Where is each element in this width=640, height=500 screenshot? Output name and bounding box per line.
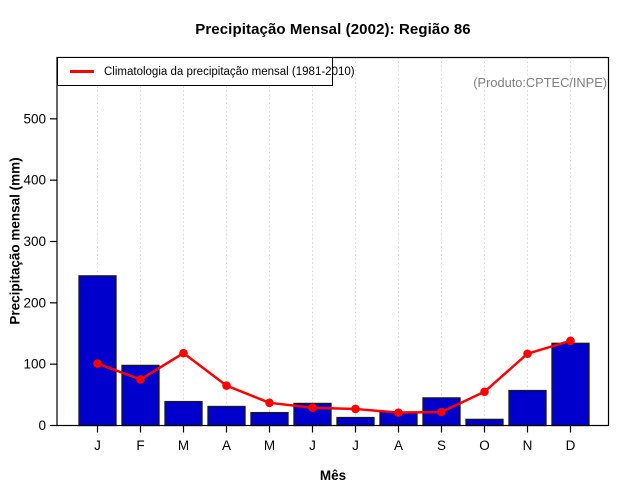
bar-5 [250, 411, 289, 427]
y-tick-label: 400 [23, 173, 46, 188]
legend-line-swatch-icon [70, 70, 94, 73]
bar-11 [508, 389, 547, 427]
climatology-point [265, 398, 274, 408]
x-tick-label: A [394, 438, 403, 453]
x-tick-label: J [352, 438, 359, 453]
y-tick-label: 200 [23, 295, 46, 310]
bar-7 [336, 416, 375, 427]
bar-4 [207, 405, 246, 427]
x-tick-label: N [523, 438, 533, 453]
climatology-point [93, 359, 102, 368]
x-tick-label: J [94, 438, 101, 453]
x-tick-label: M [264, 438, 275, 453]
y-tick-label: 0 [38, 418, 46, 433]
climatology-point [394, 408, 403, 417]
bar-10 [465, 418, 504, 427]
legend-box: Climatologia da precipitação mensal (198… [57, 57, 355, 86]
bar-1 [78, 275, 117, 427]
x-tick-label: A [222, 438, 231, 453]
climatology-point [179, 348, 188, 358]
climatology-point [351, 404, 360, 414]
source-note: (Produto:CPTEC/INPE) [473, 75, 607, 90]
climatology-point [566, 336, 575, 346]
chart-title: Precipitação Mensal (2002): Região 86 [195, 21, 471, 38]
y-tick-label: 300 [23, 234, 46, 249]
climatology-point [136, 375, 145, 384]
climatology-point [222, 381, 231, 390]
climatology-point [523, 349, 532, 359]
x-tick-label: O [479, 438, 490, 453]
bar-12 [551, 342, 590, 427]
x-tick-label: J [309, 438, 316, 453]
x-tick-label: D [566, 438, 576, 453]
x-tick-label: M [178, 438, 189, 453]
x-tick-label: S [437, 438, 446, 453]
climatology-point [480, 387, 489, 397]
bar-3 [164, 400, 203, 427]
climatology-point [437, 407, 446, 417]
y-tick-label: 500 [23, 111, 46, 126]
x-tick-label: F [136, 438, 144, 453]
climatology-line [96, 339, 572, 414]
y-tick-label: 100 [23, 357, 46, 372]
climatology-point [308, 403, 317, 413]
legend-label: Climatologia da precipitação mensal (198… [104, 65, 355, 78]
x-axis-label: Mês [319, 468, 347, 483]
y-axis-label: Precipitação mensal (mm) [7, 157, 23, 325]
